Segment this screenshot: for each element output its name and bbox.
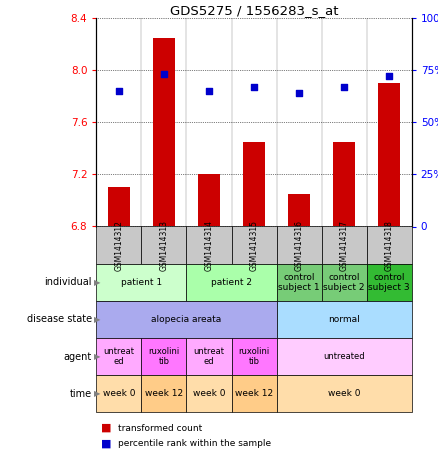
Text: disease state: disease state — [27, 314, 92, 324]
Bar — [276, 226, 321, 264]
Text: ▶: ▶ — [94, 389, 101, 398]
Bar — [198, 174, 220, 226]
Text: GSM1414313: GSM1414313 — [159, 220, 169, 270]
Point — [386, 73, 393, 80]
Bar — [96, 226, 141, 264]
Text: control
subject 2: control subject 2 — [323, 273, 365, 292]
Bar — [141, 226, 187, 264]
Bar — [141, 338, 187, 375]
Text: individual: individual — [45, 277, 92, 287]
Text: GSM1414318: GSM1414318 — [385, 220, 394, 270]
Text: GSM1414317: GSM1414317 — [339, 220, 349, 270]
Text: time: time — [70, 389, 92, 399]
Text: percentile rank within the sample: percentile rank within the sample — [118, 439, 272, 448]
Bar — [232, 338, 276, 375]
Text: week 0: week 0 — [328, 389, 360, 398]
Bar — [276, 375, 412, 412]
Point — [160, 71, 167, 78]
Bar — [232, 375, 276, 412]
Text: untreat
ed: untreat ed — [194, 347, 225, 366]
Text: week 0: week 0 — [193, 389, 225, 398]
Text: ruxolini
tib: ruxolini tib — [148, 347, 180, 366]
Text: week 12: week 12 — [145, 389, 183, 398]
Bar — [367, 264, 412, 301]
Text: transformed count: transformed count — [118, 424, 202, 433]
Text: GSM1414316: GSM1414316 — [295, 220, 304, 270]
Text: week 12: week 12 — [235, 389, 273, 398]
Bar — [367, 226, 412, 264]
Bar — [333, 142, 355, 226]
Text: agent: agent — [64, 352, 92, 361]
Bar — [187, 264, 276, 301]
Text: ▶: ▶ — [94, 352, 101, 361]
Bar — [276, 338, 412, 375]
Text: ▶: ▶ — [94, 315, 101, 324]
Bar — [232, 226, 276, 264]
Text: patient 1: patient 1 — [121, 278, 162, 287]
Text: week 0: week 0 — [102, 389, 135, 398]
Point — [341, 83, 348, 91]
Bar — [96, 338, 141, 375]
Text: untreat
ed: untreat ed — [103, 347, 134, 366]
Bar — [378, 83, 400, 226]
Bar — [243, 142, 265, 226]
Text: ruxolini
tib: ruxolini tib — [238, 347, 270, 366]
Bar — [96, 375, 141, 412]
Bar — [141, 375, 187, 412]
Title: GDS5275 / 1556283_s_at: GDS5275 / 1556283_s_at — [170, 4, 338, 17]
Point — [251, 83, 258, 91]
Text: normal: normal — [328, 315, 360, 324]
Text: ■: ■ — [101, 423, 111, 433]
Bar — [321, 264, 367, 301]
Text: ▶: ▶ — [94, 278, 101, 287]
Bar — [153, 38, 175, 226]
Bar — [187, 338, 232, 375]
Text: control
subject 1: control subject 1 — [278, 273, 320, 292]
Text: control
subject 3: control subject 3 — [368, 273, 410, 292]
Bar — [187, 375, 232, 412]
Text: untreated: untreated — [323, 352, 365, 361]
Text: ■: ■ — [101, 439, 111, 449]
Text: alopecia areata: alopecia areata — [152, 315, 222, 324]
Text: GSM1414312: GSM1414312 — [114, 220, 124, 270]
Bar — [96, 264, 187, 301]
Bar — [276, 301, 412, 338]
Point — [296, 90, 303, 97]
Bar — [96, 301, 276, 338]
Text: GSM1414314: GSM1414314 — [205, 220, 213, 270]
Bar — [288, 194, 311, 226]
Bar — [321, 226, 367, 264]
Point — [205, 87, 212, 95]
Point — [115, 87, 122, 95]
Text: GSM1414315: GSM1414315 — [250, 220, 258, 270]
Bar — [108, 188, 130, 226]
Text: patient 2: patient 2 — [211, 278, 252, 287]
Bar — [276, 264, 321, 301]
Bar — [187, 226, 232, 264]
